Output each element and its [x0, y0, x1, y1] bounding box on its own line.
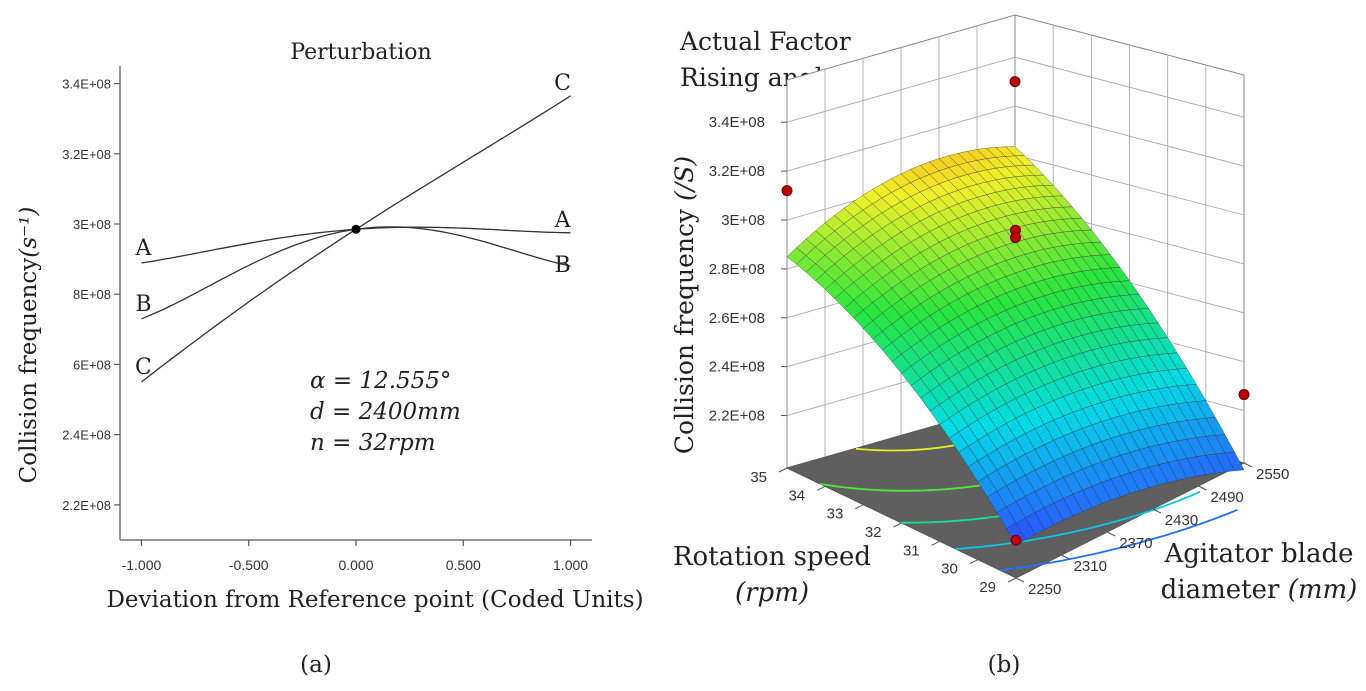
series-label-right-A: A — [554, 208, 572, 233]
x-ticks-group: -1.000 -0.500 0.000 0.500 1.000 — [122, 540, 588, 573]
diameter-tick-mark — [1061, 554, 1070, 560]
blade-diameter-label-line2: diameter (mm) — [1161, 575, 1358, 605]
rotation-tick-label: 29 — [979, 579, 996, 596]
diameter-tick-label: 2430 — [1165, 512, 1198, 529]
diameter-tick-mark — [1015, 577, 1025, 583]
rotation-tick-mark — [969, 559, 979, 565]
y-tick-label: 8E+08 — [73, 287, 111, 302]
caption-b: (b) — [988, 652, 1021, 678]
diameter-tick-label: 2490 — [1210, 489, 1243, 506]
floor-contour — [955, 490, 1201, 550]
blade-diameter-label: Agitator blade — [1164, 539, 1354, 569]
rotation-tick-label: 30 — [941, 561, 958, 578]
series-label-right-C: C — [554, 71, 571, 96]
perturbation-title: Perturbation — [290, 40, 431, 65]
diameter-tick-mark — [1198, 485, 1207, 491]
z-ticks-group: 2.2E+08 2.4E+08 2.6E+08 2.8E+08 3E+08 3.2E+08… — [709, 114, 787, 425]
z-tick-label: 3.2E+08 — [709, 163, 765, 180]
diameter-tick-mark — [1152, 508, 1162, 514]
rotation-tick-mark — [1007, 577, 1017, 583]
reference-point — [351, 224, 361, 234]
rotation-tick-label: 31 — [903, 542, 920, 559]
rotation-tick-label: 33 — [827, 506, 844, 523]
design-point — [1009, 76, 1021, 88]
design-point — [1238, 389, 1250, 401]
annotation-speed: n = 32rpm — [310, 430, 436, 456]
rotation-tick-mark — [931, 540, 940, 546]
y-tick-label: 3.4E+08 — [62, 77, 111, 92]
rotation-tick-mark — [855, 504, 864, 510]
rotation-speed-ticks: 35 34 33 32 31 30 29 — [750, 467, 1017, 596]
blade-diameter-ticks: 2250 2310 2370 2430 2490 2550 — [1015, 462, 1289, 598]
x-tick-label: -0.500 — [229, 557, 269, 573]
series-line-C — [141, 95, 571, 383]
diameter-tick-mark — [1106, 531, 1116, 537]
rotation-speed-label: Rotation speed — [673, 542, 871, 572]
rotation-tick-mark — [778, 467, 788, 473]
z-tick-label: 2.8E+08 — [709, 261, 765, 278]
z-tick-label: 3E+08 — [721, 212, 765, 229]
y-ticks-group: 2.2E+08 2.4E+08 6E+08 8E+08 3E+08 3.2E+08 3.4E… — [62, 77, 120, 513]
design-points-group — [781, 76, 1250, 546]
rotation-tick-label: 32 — [865, 524, 882, 541]
floor-contour — [999, 508, 1238, 572]
diameter-tick-mark — [1243, 462, 1253, 468]
annotation-diameter: d = 2400mm — [310, 399, 461, 425]
x-tick-label: 1.000 — [553, 557, 588, 573]
series-line-B — [141, 226, 571, 320]
x-tick-label: -1.000 — [122, 557, 162, 573]
perturbation-panel: Perturbation 2.2E+08 2.4E+08 6E+08 8E+08 3E+… — [16, 40, 644, 678]
y-tick-label: 2.4E+08 — [62, 428, 111, 443]
diameter-tick-label: 2550 — [1256, 466, 1289, 483]
surface-panel: Actual Factor Rising angle of agitator=1… — [670, 14, 1358, 678]
surface-title-line1: Actual Factor — [679, 27, 851, 56]
z-tick-label: 2.6E+08 — [709, 310, 765, 327]
z-axis-label: Collision frequency (/S) — [670, 156, 699, 454]
x-tick-label: 0.000 — [338, 557, 373, 573]
x-tick-label: 0.500 — [446, 557, 481, 573]
series-label-left-A: A — [135, 236, 153, 261]
y-tick-label: 2.2E+08 — [62, 498, 111, 513]
design-point — [781, 185, 793, 197]
diameter-tick-label: 2370 — [1119, 535, 1152, 552]
rotation-tick-label: 35 — [750, 469, 767, 486]
series-label-right-B: B — [554, 253, 570, 278]
caption-a: (a) — [300, 652, 332, 678]
y-tick-label: 6E+08 — [73, 357, 111, 372]
z-tick-label: 3.4E+08 — [709, 114, 765, 131]
y-tick-label: 3E+08 — [73, 217, 111, 232]
rotation-speed-unit: (rpm) — [735, 578, 809, 608]
diameter-tick-label: 2310 — [1074, 558, 1107, 575]
design-point — [1010, 232, 1021, 244]
z-tick-label: 2.4E+08 — [709, 359, 765, 376]
response-surface-mesh — [786, 146, 1245, 546]
rotation-tick-mark — [893, 522, 902, 528]
y-axis-label: Collision frequency(s⁻¹) — [16, 207, 42, 484]
z-tick-label: 2.2E+08 — [709, 408, 765, 425]
y-tick-label: 3.2E+08 — [62, 147, 111, 162]
rotation-tick-mark — [816, 485, 826, 491]
rotation-tick-label: 34 — [788, 487, 805, 504]
design-point — [1010, 534, 1022, 546]
annotation-alpha: α = 12.555° — [310, 368, 451, 394]
series-label-left-B: B — [135, 292, 151, 317]
series-label-left-C: C — [135, 355, 152, 380]
x-axis-label: Deviation from Reference point (Coded Un… — [106, 587, 643, 613]
diameter-tick-label: 2250 — [1028, 581, 1061, 598]
